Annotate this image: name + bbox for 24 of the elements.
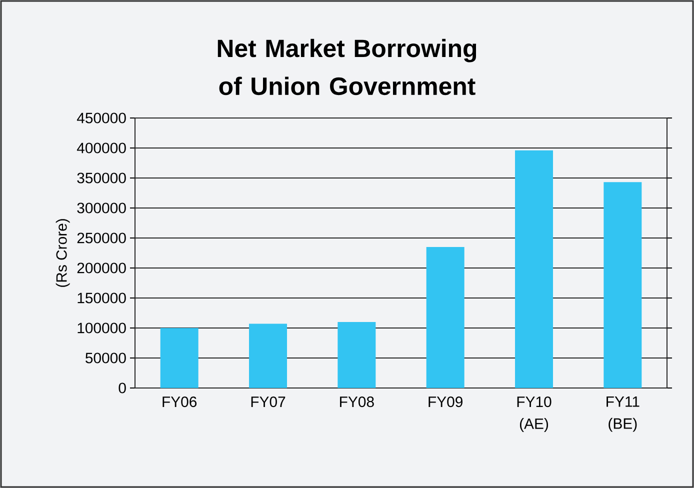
bar bbox=[160, 328, 198, 388]
x-tick-label: FY09 bbox=[428, 396, 462, 408]
x-tick-label: FY10 (AE) bbox=[517, 396, 552, 432]
x-tick-label: FY06 bbox=[162, 396, 197, 408]
chart-title: Net Market Borrowing of Union Government bbox=[218, 38, 476, 96]
y-tick-label: 200000 bbox=[77, 262, 126, 274]
y-tick-label: 150000 bbox=[78, 292, 126, 304]
bar bbox=[604, 182, 642, 388]
bar bbox=[249, 324, 288, 388]
x-tick-label: FY08 bbox=[340, 396, 374, 408]
x-tick-label: FY07 bbox=[251, 396, 286, 408]
x-tick-label: FY11 (BE) bbox=[606, 396, 640, 432]
bar bbox=[338, 322, 376, 388]
bar bbox=[515, 150, 554, 388]
y-tick-label: 100000 bbox=[78, 322, 126, 334]
y-tick-label: 300000 bbox=[77, 202, 126, 214]
y-tick-label: 0 bbox=[118, 382, 126, 394]
y-tick-label: 350000 bbox=[77, 172, 126, 184]
y-tick-label: 50000 bbox=[86, 352, 126, 364]
bar bbox=[426, 246, 464, 388]
y-tick-label: 400000 bbox=[76, 142, 126, 154]
y-tick-label: 250000 bbox=[77, 232, 126, 244]
y-axis-title: (Rs Crore) bbox=[56, 219, 70, 287]
y-tick-label: 450000 bbox=[76, 112, 126, 124]
